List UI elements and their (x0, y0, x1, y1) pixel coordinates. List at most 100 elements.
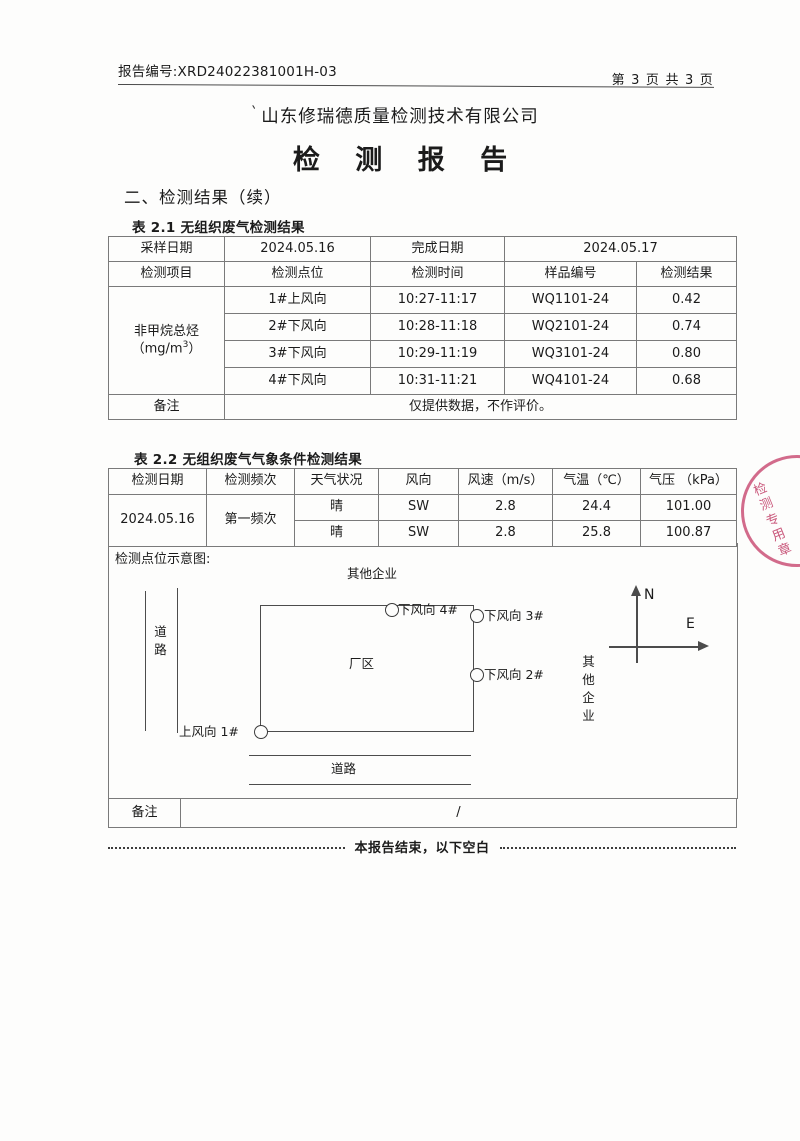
point-value: 3#下风向 (224, 340, 371, 368)
label-road-left: 道路 (154, 624, 167, 658)
bottom-road-edge-top (249, 755, 471, 757)
pressure-value: 100.87 (640, 520, 737, 547)
report-number: 报告编号:XRD24022381001H-03 (118, 64, 337, 80)
point-value: 1#上风向 (224, 286, 371, 314)
compass-east-arrow-icon (698, 641, 709, 651)
point-marker-4 (385, 603, 399, 617)
item-name: 非甲烷总烃 (133, 323, 199, 339)
complete-date-value: 2024.05.17 (504, 236, 737, 262)
remark-value: 仅提供数据，不作评价。 (224, 394, 737, 420)
page-indicator: 第 3 页 共 3 页 (611, 73, 714, 88)
compass-vertical-axis (636, 595, 638, 663)
label-plant-area: 厂区 (349, 656, 375, 671)
wind-direction-value: SW (378, 494, 459, 521)
result-value: 0.68 (636, 367, 737, 395)
point-value: 2#下风向 (224, 313, 371, 341)
dotted-rule-right (499, 847, 737, 849)
complete-date-label: 完成日期 (370, 236, 505, 262)
page-header: 报告编号:XRD24022381001H-03 第 3 页 共 3 页 (117, 60, 714, 88)
item-name-cell: 非甲烷总烃 （mg/m3） (108, 286, 225, 395)
sampling-date-value: 2024.05.16 (224, 236, 371, 262)
report-end-text: 本报告结束，以下空白 (354, 840, 490, 856)
point-marker-3 (470, 609, 484, 623)
footer-remark-value: / (180, 798, 737, 828)
report-end-line: 本报告结束，以下空白 (108, 836, 737, 856)
section-heading: 二、检测结果（续） (124, 188, 282, 207)
frequency-value: 第一频次 (206, 494, 295, 547)
left-road-edge-inner (177, 588, 179, 733)
col-header-date: 检测日期 (108, 468, 207, 495)
table-row: 备注 仅提供数据，不作评价。 (108, 394, 737, 420)
col-header-weather: 天气状况 (294, 468, 379, 495)
point-marker-1 (254, 725, 268, 739)
label-other-company-right: 其他企业 (582, 654, 595, 724)
sample-no-value: WQ1101-24 (504, 286, 637, 314)
col-header-frequency: 检测频次 (206, 468, 295, 495)
schematic-label: 检测点位示意图: (115, 552, 211, 567)
table-row: 晴 SW 2.8 25.8 100.87 (109, 520, 737, 547)
point-label-4: 下风向 4# (398, 602, 458, 617)
col-header-sample-no: 样品编号 (504, 261, 637, 287)
col-header-wind-speed: 风速（m/s） (458, 468, 553, 495)
sample-no-value: WQ4101-24 (504, 367, 637, 395)
point-marker-2 (470, 668, 484, 682)
temperature-value: 25.8 (552, 520, 641, 547)
time-value: 10:27-11:17 (370, 286, 505, 314)
page-title: 检 测 报 告 (292, 145, 521, 176)
col-header-wind-direction: 风向 (378, 468, 459, 495)
left-road-edge-outer (145, 591, 147, 731)
point-label-1: 上风向 1# (179, 724, 239, 739)
label-other-company-top: 其他企业 (347, 566, 398, 581)
footer-remark-label: 备注 (108, 798, 181, 828)
compass-north-arrow-icon (631, 585, 641, 596)
table-row: 2#下风向 10:28-11:18 WQ2101-24 0.74 (109, 313, 737, 341)
point-value: 4#下风向 (224, 367, 371, 395)
col-header-point: 检测点位 (224, 261, 371, 287)
col-header-item: 检测项目 (108, 261, 225, 287)
table-footer-remark: 备注 / (108, 798, 737, 828)
schematic-canvas: 其他企业 道路 厂区 下风向 4# 下风向 3# 下风向 2# 上风向 1# (109, 543, 737, 798)
wind-speed-value: 2.8 (458, 520, 553, 547)
col-header-time: 检测时间 (370, 261, 505, 287)
sampling-point-schematic: 检测点位示意图: 其他企业 道路 厂区 下风向 4# 下风向 3# 下风向 2#… (108, 543, 738, 799)
wind-speed-value: 2.8 (458, 494, 553, 521)
company-name: 山东修瑞德质量检测技术有限公司 (261, 107, 539, 127)
table-row: 备注 / (108, 798, 737, 828)
compass-horizontal-axis (609, 646, 701, 648)
table-nonmethane-results: 采样日期 2024.05.16 完成日期 2024.05.17 检测项目 检测点… (108, 236, 737, 420)
label-road-bottom: 道路 (331, 761, 357, 776)
table-row: 3#下风向 10:29-11:19 WQ3101-24 0.80 (109, 340, 737, 368)
temperature-value: 24.4 (552, 494, 641, 521)
wind-direction-value: SW (378, 520, 459, 547)
table-row: 采样日期 2024.05.16 完成日期 2024.05.17 (108, 236, 737, 262)
result-value: 0.42 (636, 286, 737, 314)
table-weather-conditions: 检测日期 检测频次 天气状况 风向 风速（m/s） 气温（℃） 气压 （kPa）… (108, 468, 737, 547)
table-header-row: 检测日期 检测频次 天气状况 风向 风速（m/s） 气温（℃） 气压 （kPa） (108, 468, 737, 495)
time-value: 10:29-11:19 (370, 340, 505, 368)
time-value: 10:31-11:21 (370, 367, 505, 395)
col-header-pressure: 气压 （kPa） (640, 468, 737, 495)
compass-label-north: N (644, 587, 655, 603)
table-row: 非甲烷总烃 （mg/m3） 1#上风向 10:27-11:17 WQ1101-2… (108, 286, 737, 395)
table-row: 2024.05.16 第一频次 晴 SW 2.8 24.4 101.00 (108, 494, 737, 547)
col-header-temperature: 气温（℃） (552, 468, 641, 495)
compass-label-east: E (686, 616, 695, 632)
remark-label: 备注 (108, 394, 225, 420)
dotted-rule-left (108, 847, 345, 849)
time-value: 10:28-11:18 (370, 313, 505, 341)
date-value: 2024.05.16 (108, 494, 207, 547)
point-label-2: 下风向 2# (484, 667, 544, 682)
table-row: 4#下风向 10:31-11:21 WQ4101-24 0.68 (109, 367, 737, 395)
table-header-row: 检测项目 检测点位 检测时间 样品编号 检测结果 (108, 261, 737, 287)
item-unit: （mg/m3） (131, 339, 202, 357)
result-value: 0.74 (636, 313, 737, 341)
col-header-result: 检测结果 (636, 261, 737, 287)
table-2-caption: 表 2.2 无组织废气气象条件检测结果 (134, 452, 363, 468)
result-value: 0.80 (636, 340, 737, 368)
pressure-value: 101.00 (640, 494, 737, 521)
sample-no-value: WQ2101-24 (504, 313, 637, 341)
table-1-caption: 表 2.1 无组织废气检测结果 (132, 220, 305, 236)
weather-value: 晴 (294, 494, 379, 521)
bottom-road-edge-bottom (249, 784, 471, 786)
